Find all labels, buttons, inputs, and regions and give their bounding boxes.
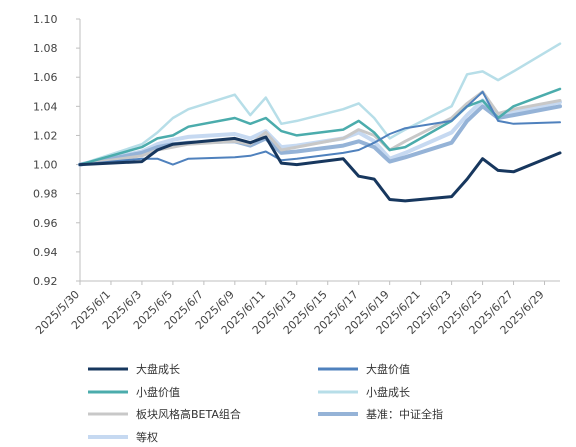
- series-line-2: [79, 90, 561, 166]
- y-tick-label: 0.94: [33, 246, 58, 259]
- legend-label: 小盘成长: [366, 385, 410, 399]
- series-line-3: [78, 87, 562, 166]
- y-tick-label: 1.06: [33, 71, 58, 84]
- legend-label: 小盘价值: [136, 385, 180, 399]
- y-tick-label: 0.96: [33, 217, 58, 230]
- series-line-4: [78, 42, 562, 166]
- legend-label: 基准：中证全指: [366, 407, 443, 421]
- legend-label: 等权: [136, 430, 158, 444]
- legend-label: 板块风格高BETA组合: [136, 407, 241, 421]
- y-tick-label: 1.04: [33, 100, 58, 113]
- y-tick-label: 1.00: [33, 159, 58, 172]
- y-tick-label: 0.92: [33, 275, 58, 288]
- y-tick-label: 1.10: [33, 13, 58, 26]
- y-tick-label: 1.02: [33, 129, 58, 142]
- y-tick-label: 0.98: [33, 188, 58, 201]
- legend-label: 大盘成长: [136, 362, 180, 376]
- legend-label: 大盘价值: [366, 362, 410, 376]
- series-line-1: [78, 135, 562, 203]
- y-tick-label: 1.08: [33, 42, 58, 55]
